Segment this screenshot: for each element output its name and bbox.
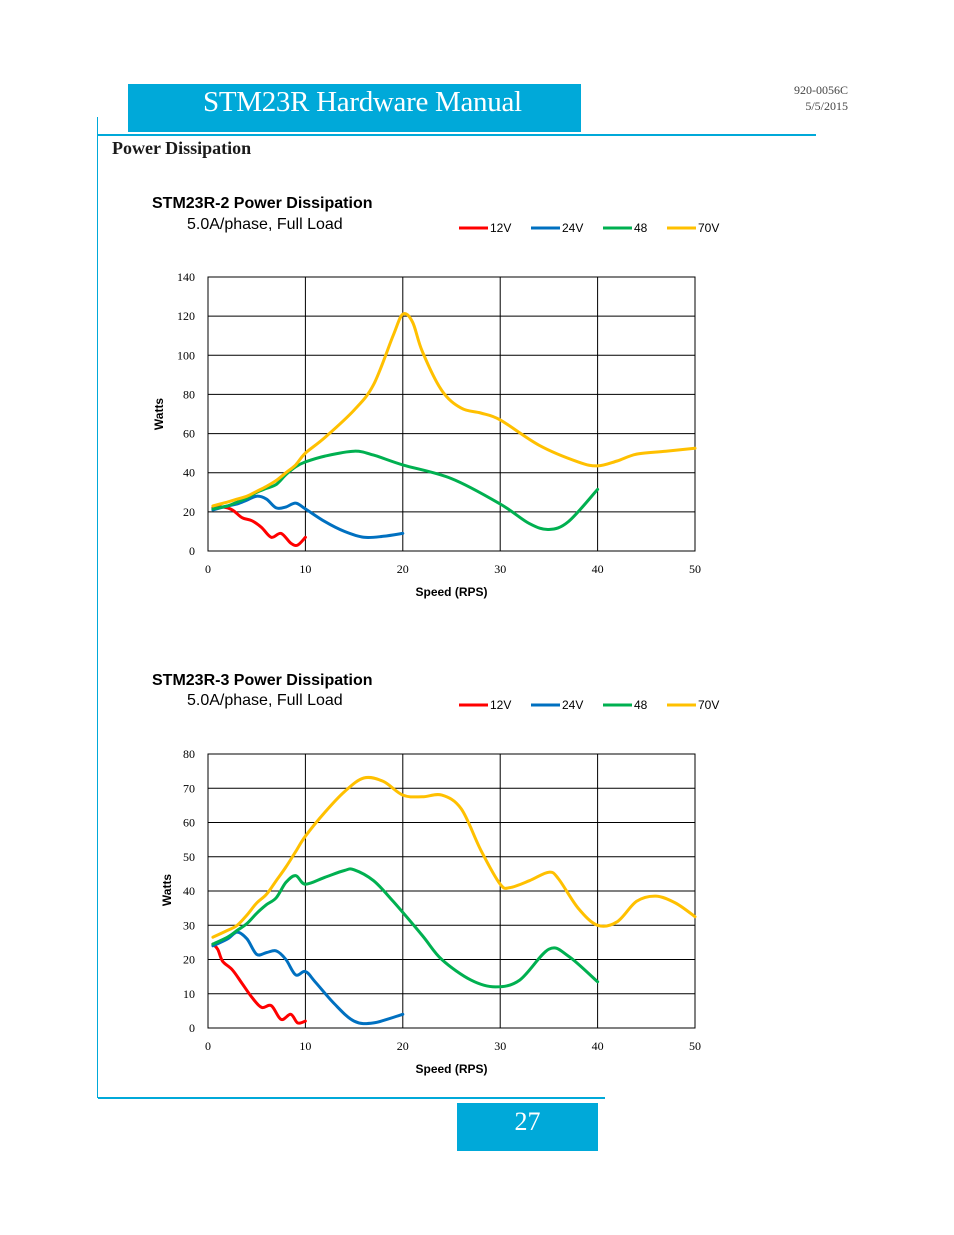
x-tick-label: 50 — [689, 1039, 701, 1053]
legend-label: 70V — [698, 698, 719, 712]
series-line-48 — [211, 867, 600, 989]
y-tick-label: 10 — [183, 987, 195, 1001]
document-meta: 920-0056C 5/5/2015 — [794, 82, 848, 114]
chart-subtitle: 5.0A/phase, Full Load — [187, 216, 343, 233]
document-date: 5/5/2015 — [805, 99, 848, 113]
y-tick-label: 20 — [183, 953, 195, 967]
plot-frame — [207, 276, 696, 552]
y-tick-label: 20 — [183, 505, 195, 519]
y-tick-label: 120 — [177, 309, 195, 323]
x-tick-label: 30 — [494, 1039, 506, 1053]
y-tick-label: 0 — [189, 1021, 195, 1035]
chart-title: STM23R-3 Power Dissipation — [152, 672, 373, 689]
footer-rule — [98, 1097, 605, 1099]
y-tick-label: 40 — [183, 466, 195, 480]
legend-label: 48 — [634, 221, 648, 235]
chart-subtitle: 5.0A/phase, Full Load — [187, 692, 343, 709]
document-number: 920-0056C — [794, 83, 848, 97]
y-tick-label: 80 — [183, 387, 195, 401]
series-line-70v — [211, 312, 697, 508]
x-axis-label: Speed (RPS) — [415, 585, 487, 599]
legend-label: 70V — [698, 221, 719, 235]
series-line-24v — [211, 494, 405, 540]
x-tick-label: 40 — [592, 1039, 604, 1053]
series-line-24v — [211, 930, 405, 1026]
x-tick-label: 50 — [689, 562, 701, 576]
x-tick-label: 20 — [397, 1039, 409, 1053]
chart-series — [211, 312, 697, 547]
x-tick-label: 10 — [299, 1039, 311, 1053]
y-tick-label: 70 — [183, 781, 195, 795]
y-tick-label: 0 — [189, 544, 195, 558]
x-tick-label: 0 — [205, 562, 211, 576]
series-line-12v — [211, 505, 307, 547]
legend-label: 12V — [490, 698, 511, 712]
chart-legend: 12V 24V 48 70V — [459, 221, 719, 235]
chart-stm23r-3: STM23R-3 Power Dissipation 5.0A/phase, F… — [152, 672, 719, 1076]
y-tick-label: 80 — [183, 747, 195, 761]
left-margin-rule — [97, 117, 98, 1098]
chart-series — [211, 775, 697, 1026]
header-banner: STM23R Hardware Manual — [128, 84, 581, 132]
series-line-12v — [211, 942, 307, 1025]
x-tick-label: 20 — [397, 562, 409, 576]
x-tick-label: 40 — [592, 562, 604, 576]
y-tick-label: 140 — [177, 270, 195, 284]
header-rule — [98, 134, 816, 136]
page-number: 27 — [514, 1107, 541, 1136]
x-axis-ticks: 0 10 20 30 40 50 — [205, 1039, 701, 1053]
chart-title: STM23R-2 Power Dissipation — [152, 195, 373, 212]
series-line-70v — [211, 775, 697, 939]
legend-label: 24V — [562, 698, 583, 712]
x-axis-ticks: 0 10 20 30 40 50 — [205, 562, 701, 576]
y-tick-label: 60 — [183, 427, 195, 441]
y-tick-label: 60 — [183, 816, 195, 830]
y-axis-label: Watts — [160, 874, 174, 907]
y-tick-label: 100 — [177, 348, 195, 362]
chart-stm23r-2: STM23R-2 Power Dissipation 5.0A/phase, F… — [152, 195, 719, 599]
series-line-48 — [211, 449, 600, 532]
y-axis-ticks: 0 20 40 60 80 100 120 140 — [177, 270, 195, 558]
legend-label: 12V — [490, 221, 511, 235]
x-axis-label: Speed (RPS) — [415, 1062, 487, 1076]
y-axis-ticks: 0 10 20 30 40 50 60 70 80 — [183, 747, 195, 1035]
y-tick-label: 50 — [183, 850, 195, 864]
y-tick-label: 40 — [183, 884, 195, 898]
x-tick-label: 0 — [205, 1039, 211, 1053]
plot-grid — [207, 276, 696, 552]
x-tick-label: 10 — [299, 562, 311, 576]
legend-label: 24V — [562, 221, 583, 235]
section-title: Power Dissipation — [112, 138, 252, 158]
y-axis-label: Watts — [152, 398, 166, 431]
chart-legend: 12V 24V 48 70V — [459, 698, 719, 712]
legend-label: 48 — [634, 698, 648, 712]
y-tick-label: 30 — [183, 918, 195, 932]
x-tick-label: 30 — [494, 562, 506, 576]
page-number-box: 27 — [457, 1103, 598, 1151]
manual-title: STM23R Hardware Manual — [203, 86, 522, 118]
